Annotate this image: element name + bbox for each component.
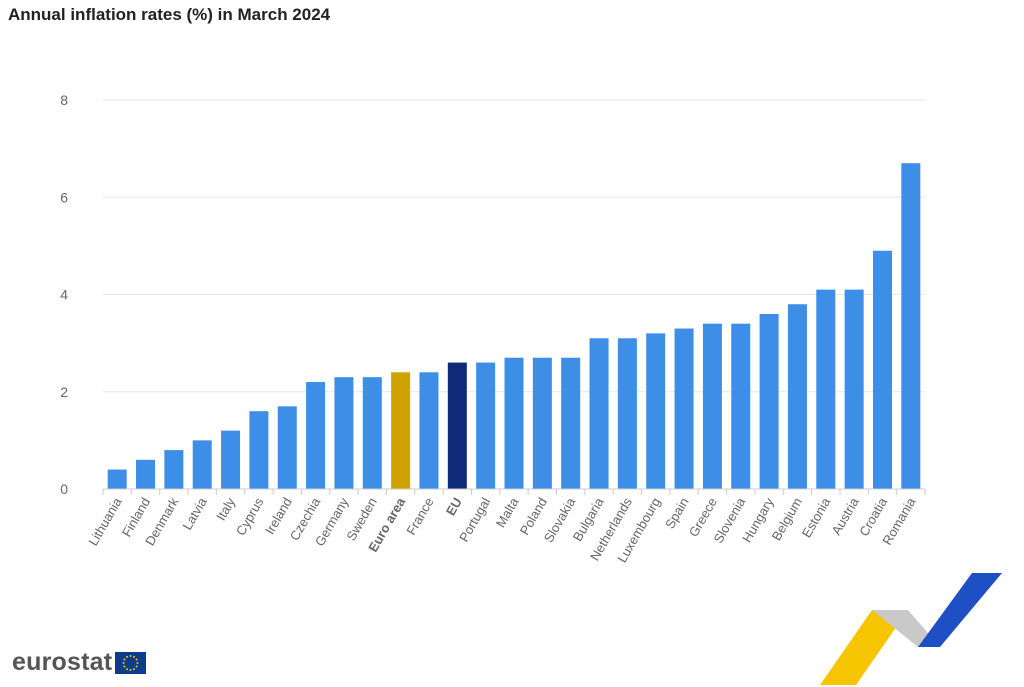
y-tick-label: 2 — [60, 384, 68, 400]
bar-bulgaria[interactable] — [589, 338, 609, 489]
x-tick-label: EU — [443, 495, 465, 518]
x-tick-label: Cyprus — [233, 495, 267, 539]
bar-netherlands[interactable] — [617, 338, 637, 489]
x-axis-tick-marks — [102, 489, 926, 495]
bar-france[interactable] — [419, 372, 439, 489]
y-tick-label: 0 — [60, 481, 68, 497]
eurostat-logo: eurostat — [12, 648, 147, 677]
bar-malta[interactable] — [504, 357, 524, 489]
y-tick-label: 6 — [60, 189, 68, 205]
y-tick-label: 8 — [60, 92, 68, 108]
y-axis-ticks: 0 2 4 6 8 — [60, 92, 68, 497]
x-tick-label: France — [403, 495, 436, 538]
bar-luxembourg[interactable] — [646, 333, 666, 489]
x-tick-label: Lithuania — [85, 494, 125, 548]
x-tick-label: Malta — [493, 494, 522, 530]
bar-lithuania[interactable] — [107, 469, 127, 489]
eurostat-chevron-graphic — [820, 573, 1002, 685]
bar-latvia[interactable] — [192, 440, 212, 489]
bar-denmark[interactable] — [164, 450, 184, 489]
bar-hungary[interactable] — [759, 313, 779, 489]
x-tick-label: Spain — [662, 495, 692, 531]
x-tick-label: Italy — [213, 495, 238, 524]
bars — [107, 163, 921, 489]
eu-flag-icon — [115, 651, 147, 674]
bar-poland[interactable] — [532, 357, 552, 489]
chart-title: Annual inflation rates (%) in March 2024 — [8, 5, 331, 24]
bar-greece[interactable] — [702, 323, 722, 489]
bar-spain[interactable] — [674, 328, 694, 489]
x-tick-label: Latvia — [179, 494, 210, 532]
y-tick-label: 4 — [60, 287, 68, 303]
bar-romania[interactable] — [901, 163, 921, 489]
bar-portugal[interactable] — [476, 362, 496, 489]
bar-croatia[interactable] — [872, 250, 892, 489]
bar-eu[interactable] — [447, 362, 467, 489]
bar-finland[interactable] — [136, 459, 156, 489]
bar-euro-area[interactable] — [391, 372, 411, 489]
bar-estonia[interactable] — [816, 289, 836, 489]
bar-italy[interactable] — [221, 430, 241, 489]
bar-ireland[interactable] — [277, 406, 297, 489]
bar-cyprus[interactable] — [249, 411, 269, 489]
x-tick-label: Estonia — [799, 494, 834, 540]
bar-austria[interactable] — [844, 289, 864, 489]
bar-belgium[interactable] — [787, 304, 807, 489]
bar-slovakia[interactable] — [561, 357, 581, 489]
bar-slovenia[interactable] — [731, 323, 751, 489]
bar-czechia[interactable] — [306, 382, 326, 489]
bar-sweden[interactable] — [362, 377, 382, 489]
bar-germany[interactable] — [334, 377, 354, 489]
logo-text: eurostat — [12, 648, 113, 676]
